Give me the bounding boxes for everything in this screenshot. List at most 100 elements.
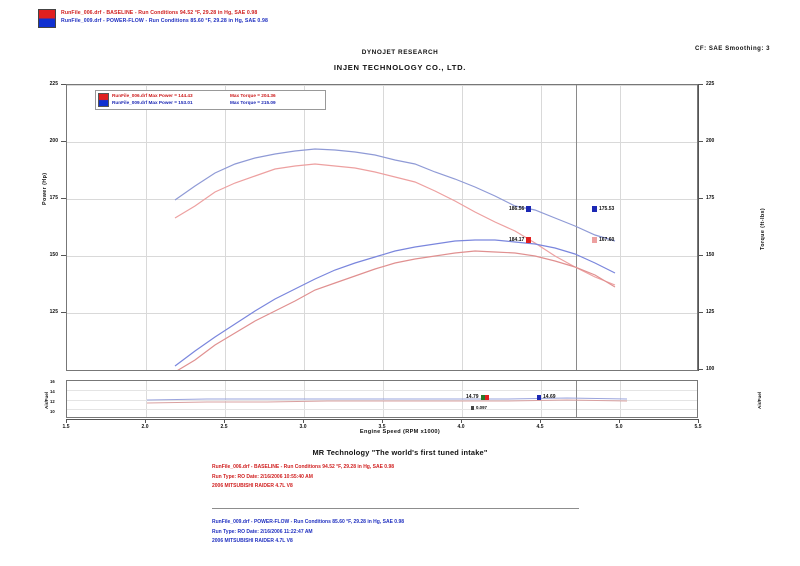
afr-annotation-baseline: 14.79 (464, 394, 489, 400)
x-tick-major (540, 419, 541, 423)
footer-run-line: 2006 MITSUBISHI RAIDER 4.7L V8 (212, 538, 293, 545)
x-axis-label: 4.0 (457, 424, 465, 430)
y-tick-major-right (698, 312, 703, 313)
inner-legend-swatch-icon (98, 93, 109, 107)
afr-annotation-value: 14.69 (543, 394, 556, 400)
chart-title-secondary: INJEN TECHNOLOGY CO., LTD. (333, 63, 467, 72)
x-tick-major (66, 419, 67, 423)
y-tick-major-right (698, 198, 703, 199)
y-tick-major (61, 84, 66, 85)
y-tick-major-right (698, 369, 703, 370)
afr-axis-label: 16 (50, 379, 55, 384)
footer-divider (212, 508, 579, 509)
gridline-v (462, 85, 463, 370)
afr-axis-label: 14 (50, 389, 55, 394)
gridline-h (67, 142, 697, 143)
y-axis-label: 225 (49, 81, 58, 87)
y-axis-label: 150 (49, 252, 58, 258)
annotation-right-baseline: 167.60 (592, 237, 616, 243)
correction-factor-label: CF: SAE Smoothing: 3 (695, 45, 770, 52)
top-run-legend: RunFile_006.drf - BASELINE - Run Conditi… (38, 9, 268, 28)
run-color-swatch-icon (38, 9, 56, 28)
afr-marker-green-icon (480, 394, 485, 400)
footer-run-line: RunFile_006.drf - BASELINE - Run Conditi… (212, 464, 395, 470)
afr-gridline-h (67, 400, 697, 401)
annotation-marker-icon (592, 206, 597, 212)
afr-gridline-h (67, 390, 697, 391)
main-plot-area[interactable]: RunFile_006.drf Max Power = 144.43 Max T… (66, 84, 698, 371)
inner-legend-row-powerflow: RunFile_009.drf Max Power = 153.01 Max T… (112, 100, 322, 107)
annotation-value: 186.56 (509, 206, 525, 212)
y-axis-label: 175 (49, 195, 58, 201)
gridline-h (67, 85, 697, 86)
afr-panel[interactable]: 14.79 14.69 0.097 (66, 380, 698, 418)
annotation-right-powerflow: 175.53 (592, 206, 616, 212)
inner-legend: RunFile_006.drf Max Power = 144.43 Max T… (95, 90, 326, 110)
footer-run-block-baseline: RunFile_006.drf - BASELINE - Run Conditi… (212, 463, 394, 492)
annotation-marker-icon (592, 237, 597, 243)
inner-legend-run-baseline: RunFile_006.drf Max Power = 144.43 (112, 93, 193, 98)
footer-run-block-powerflow: RunFile_009.drf - POWER-FLOW - Run Condi… (212, 518, 404, 547)
x-axis-label: 2.0 (141, 424, 149, 430)
footer-tagline: MR Technology "The world's first tuned i… (312, 448, 488, 457)
annotation-marker-icon (526, 237, 532, 243)
series-afr-powerflow (146, 397, 628, 401)
y-axis-label-right: 125 (706, 309, 715, 315)
y-axis-label-right: 150 (706, 252, 715, 258)
inner-legend-torque-baseline: Max Torque = 204.36 (230, 93, 276, 98)
afr-gridline-v (541, 381, 542, 417)
y-axis-label-right: 175 (706, 195, 715, 201)
annotation-value: 184.17 (509, 237, 525, 243)
series-afr-baseline (146, 399, 628, 404)
afr-marker-blue-icon (537, 394, 541, 400)
x-tick-major (619, 419, 620, 423)
afr-annotation-powerflow: 14.69 (537, 394, 558, 400)
annotation-left-baseline: 184.17 (507, 237, 532, 243)
x-tick-major (698, 419, 699, 423)
cursor-line[interactable] (576, 85, 577, 370)
gridline-v (304, 85, 305, 370)
x-tick-major (224, 419, 225, 423)
y-axis-right-line (698, 84, 699, 371)
gridline-v (620, 85, 621, 370)
series-powerflow-torque (174, 148, 616, 242)
chart-title-primary: DYNOJET RESEARCH (361, 49, 439, 56)
y-tick-major (61, 312, 66, 313)
annotation-left-powerflow: 186.56 (507, 206, 532, 212)
inner-legend-run-powerflow: RunFile_009.drf Max Power = 153.01 (112, 99, 193, 105)
x-tick-major (145, 419, 146, 423)
gridline-v (225, 85, 226, 370)
annotation-value: 167.60 (599, 237, 615, 243)
afr-cursor-line[interactable] (576, 381, 577, 417)
y-tick-major (61, 141, 66, 142)
y-axis-right-title: Torque (ft-lbs) (760, 207, 766, 250)
afr-annotation-value: 14.79 (466, 394, 479, 400)
gridline-v (146, 85, 147, 370)
afr-gridline-h (67, 409, 697, 410)
y-axis-label-right: 225 (706, 81, 715, 87)
gridline-h (67, 199, 697, 200)
y-tick-major-right (698, 255, 703, 256)
footer-run-line: RunFile_009.drf - POWER-FLOW - Run Condi… (212, 519, 405, 525)
footer-run-line: Run Type: RO Date: 2/16/2006 11:22:47 AM (212, 528, 313, 535)
top-legend-run-1: RunFile_006.drf - BASELINE - Run Conditi… (61, 10, 258, 16)
inner-legend-row-baseline: RunFile_006.drf Max Power = 144.43 Max T… (112, 93, 322, 100)
y-axis-label-right: 100 (706, 366, 715, 372)
y-axis-label: 200 (49, 138, 58, 144)
x-axis-label: 4.5 (536, 424, 544, 430)
afr-gridline-v (146, 381, 147, 417)
y-tick-major-right (698, 141, 703, 142)
afr-annotation-delta: 0.097 (471, 405, 489, 410)
top-legend-run-2: RunFile_009.drf - POWER-FLOW - Run Condi… (61, 18, 268, 25)
x-tick-major (461, 419, 462, 423)
series-powerflow-power (174, 239, 616, 367)
y-tick-major-right (698, 84, 703, 85)
series-baseline-torque (174, 163, 616, 286)
x-axis-label: 5.5 (694, 424, 702, 430)
footer-run-line: 2006 MITSUBISHI RAIDER 4.7L V8 (212, 483, 293, 490)
x-tick-major (382, 419, 383, 423)
afr-axis-label: 10 (50, 409, 55, 414)
y-axis-label: 125 (49, 309, 58, 315)
afr-delta-value: 0.097 (476, 405, 487, 410)
annotation-value: 175.53 (599, 206, 615, 212)
